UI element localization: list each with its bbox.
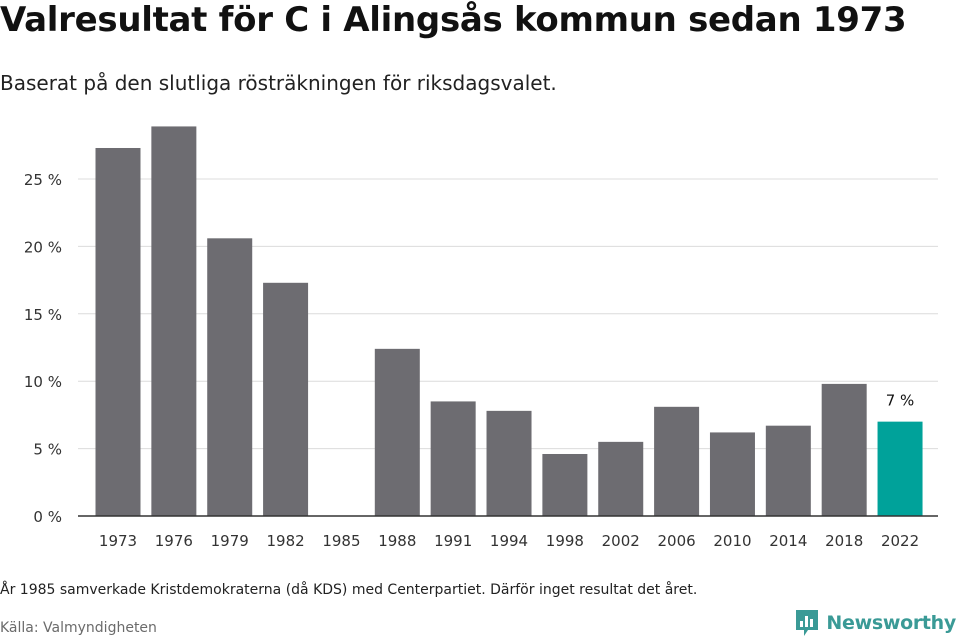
x-tick-label: 2010 xyxy=(713,532,751,550)
x-tick-label: 2022 xyxy=(881,532,919,550)
bar-2010 xyxy=(709,432,755,516)
x-tick-label: 1982 xyxy=(266,532,304,550)
x-tick-label: 2018 xyxy=(825,532,863,550)
chart-subtitle: Baserat på den slutliga rösträkningen fö… xyxy=(0,71,557,95)
bar-1991 xyxy=(430,401,476,516)
y-tick-label: 25 % xyxy=(24,171,62,189)
bar-2002 xyxy=(598,441,644,516)
x-tick-label: 1973 xyxy=(99,532,137,550)
x-tick-label: 2006 xyxy=(658,532,696,550)
bars xyxy=(95,126,923,516)
footnote: År 1985 samverkade Kristdemokraterna (då… xyxy=(0,582,698,598)
data-label-2022: 7 % xyxy=(886,392,915,410)
bar-chart: 0 % 5 % 10 % 15 % 20 % 25 % 1973 1976 1979 1982 19… xyxy=(24,126,938,550)
bar-2018 xyxy=(821,383,867,516)
x-tick-label: 1976 xyxy=(155,532,193,550)
bar-1994 xyxy=(486,410,532,516)
brand-logo: Newsworthy xyxy=(794,608,956,638)
bar-2022 xyxy=(877,421,923,516)
bar-1982 xyxy=(263,282,309,516)
chart-title: Valresultat för C i Alingsås kommun seda… xyxy=(0,0,907,40)
grid-lines xyxy=(78,178,938,450)
brand-name: Newsworthy xyxy=(826,612,956,634)
bar-chart-logo-icon xyxy=(796,610,819,636)
bar-2006 xyxy=(654,406,700,516)
x-tick-label: 1985 xyxy=(322,532,360,550)
y-tick-label: 0 % xyxy=(33,508,62,526)
x-tick-label: 2014 xyxy=(769,532,807,550)
bar-1979 xyxy=(207,238,253,516)
tick-labels: 0 % 5 % 10 % 15 % 20 % 25 % 1973 1976 1979 1982 19… xyxy=(24,171,938,550)
x-tick-label: 1998 xyxy=(546,532,584,550)
y-tick-label: 10 % xyxy=(24,373,62,391)
x-tick-label: 1979 xyxy=(211,532,249,550)
bar-2014 xyxy=(765,425,811,516)
y-tick-label: 5 % xyxy=(33,441,62,459)
y-tick-label: 20 % xyxy=(24,238,62,256)
x-tick-label: 1991 xyxy=(434,532,472,550)
y-tick-label: 15 % xyxy=(24,306,62,324)
x-tick-label: 1988 xyxy=(378,532,416,550)
bar-1988 xyxy=(374,348,420,516)
bar-1973 xyxy=(95,147,141,516)
bar-1998 xyxy=(542,453,588,516)
source-credit: Källa: Valmyndigheten xyxy=(0,620,157,636)
x-tick-label: 1994 xyxy=(490,532,528,550)
bar-1976 xyxy=(151,126,197,516)
x-tick-label: 2002 xyxy=(602,532,640,550)
